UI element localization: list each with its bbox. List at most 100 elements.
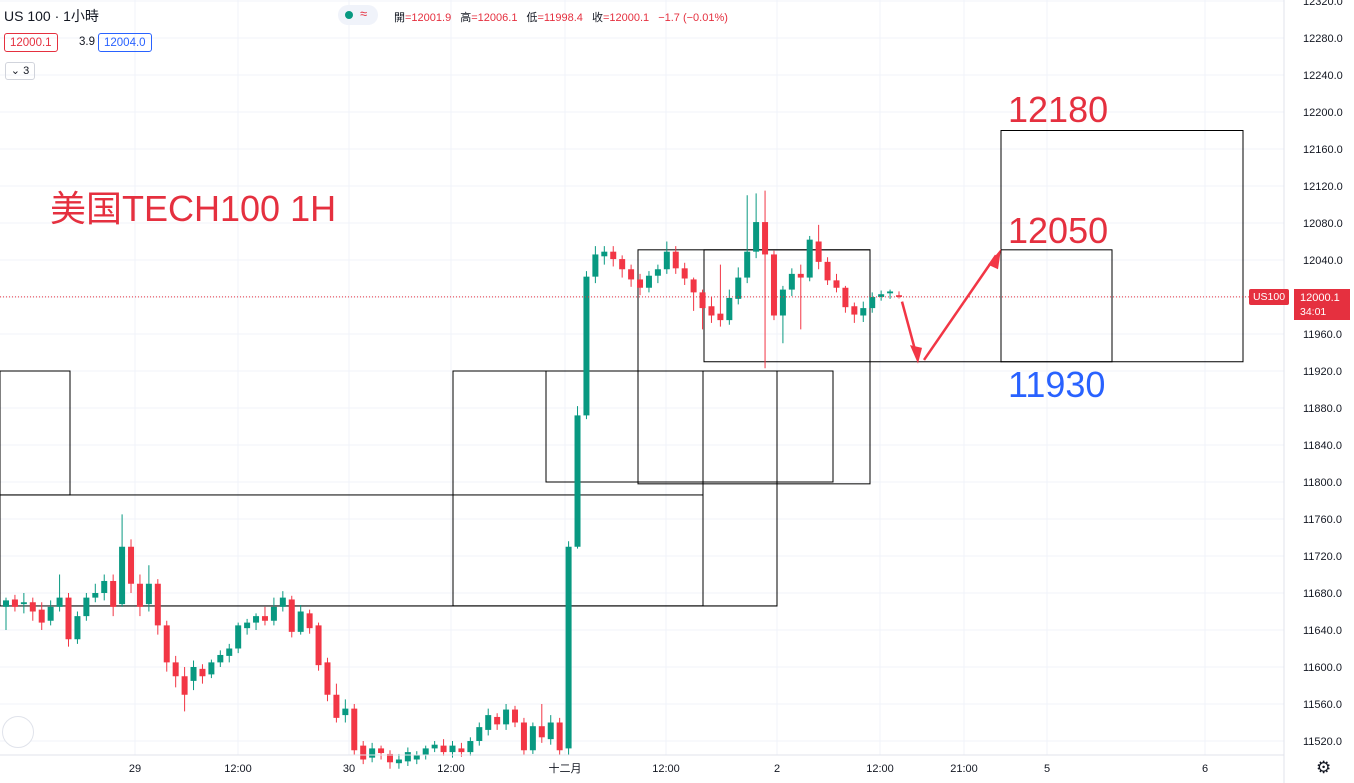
open-label: 開 [394,12,405,24]
candle-body [851,306,858,315]
candle-body [520,722,527,751]
candle-body [324,662,331,695]
candle-body [199,668,206,677]
candle-body [610,251,617,260]
x-tick-label: 12:00 [224,763,252,775]
candle-body [485,715,492,730]
candle-body [261,616,268,621]
y-tick-label: 12080.0 [1303,218,1343,230]
candle-body [360,745,367,760]
candle-body [65,597,72,640]
x-tick-label: 30 [343,763,355,775]
candle-body [529,726,536,751]
candle-body [699,292,706,309]
candle-body [654,269,661,276]
candle-body [797,273,804,278]
y-tick-label: 11520.0 [1303,736,1342,748]
candle-body [92,593,99,598]
candle-body [56,597,63,607]
target-mid-label: 12050 [1008,210,1109,251]
target-high-label: 12180 [1008,89,1109,130]
candle-body [628,269,635,280]
candle-body [592,254,599,277]
scroll-button[interactable] [2,716,34,748]
chevron-down-icon: ⌄ [10,65,24,77]
candle-body [288,599,295,632]
candle-body [860,308,867,316]
x-tick-label: 29 [129,763,141,775]
y-tick-label: 12320.0 [1303,0,1343,8]
sell-price-button[interactable]: 12000.1 [4,33,58,52]
y-tick-label: 12160.0 [1303,144,1343,156]
candle-body [896,295,902,297]
candle-body [226,648,233,656]
x-tick-label: 十二月 [549,761,582,775]
y-tick-label: 11560.0 [1303,699,1342,711]
candle-body [244,622,251,629]
y-tick-label: 11640.0 [1303,625,1342,637]
candle-body [38,609,45,623]
candle-body [20,602,27,605]
indicators-collapse-button[interactable]: ⌄ 3 [5,62,35,80]
candle-body [788,273,795,290]
visibility-toggle[interactable]: ≈ [338,5,378,25]
drawn-box [0,370,71,496]
current-price: 12000.1 [1300,292,1340,304]
candle-body [270,606,277,621]
low-value: =11998.4 [537,12,583,24]
candle-body [110,580,117,607]
candle-body [154,583,161,626]
y-tick-label: 12120.0 [1303,181,1343,193]
candle-body [833,280,840,288]
close-label: 收 [591,12,603,24]
x-tick-label: 5 [1044,763,1050,775]
gear-icon[interactable]: ⚙ [1316,758,1332,777]
candle-body [369,748,376,758]
high-value: =12006.1 [471,12,518,24]
candle-body [663,251,670,270]
symbol-title[interactable]: US 100 · 1小時 [4,8,99,24]
x-tick-label: 21:00 [950,763,978,775]
candle-body [815,241,822,262]
candle-body [762,222,769,255]
candle-body [101,580,108,593]
y-tick-label: 12200.0 [1303,107,1343,119]
drawn-box [1000,130,1244,363]
candle-body [824,261,831,281]
drawn-box [452,370,778,607]
candle-body [494,716,501,725]
candle-body [217,654,224,663]
candle-body [3,600,9,607]
candle-body [315,625,322,666]
candle-body [681,268,688,279]
candle-body [744,251,751,278]
candle-body [378,748,385,754]
x-tick-label: 12:00 [437,763,465,775]
high-label: 高 [460,12,472,24]
low-label: 低 [526,12,538,24]
candle-body [842,287,849,308]
candle-body [619,259,626,270]
y-tick-label: 11600.0 [1303,662,1342,674]
candle-body [404,752,411,762]
y-tick-label: 12040.0 [1303,255,1343,267]
y-tick-label: 11720.0 [1303,551,1342,563]
x-tick-label: 12:00 [866,763,894,775]
candle-body [74,616,81,640]
candle-body [279,597,286,607]
indicators-count: 3 [23,65,30,77]
candle-body [806,239,813,278]
candle-body [645,275,652,288]
chart-watermark: 美国TECH100 1H [50,188,337,229]
candle-body [386,753,393,763]
candle-body [726,297,733,321]
candle-body [333,694,340,718]
candle-body [342,708,349,716]
arrowhead-down-icon [910,345,922,364]
candle-body [440,745,447,753]
status-dot-icon [345,11,353,19]
buy-price-button[interactable]: 12004.0 [98,33,152,52]
x-tick-label: 12:00 [652,763,680,775]
y-tick-label: 11680.0 [1303,588,1342,600]
